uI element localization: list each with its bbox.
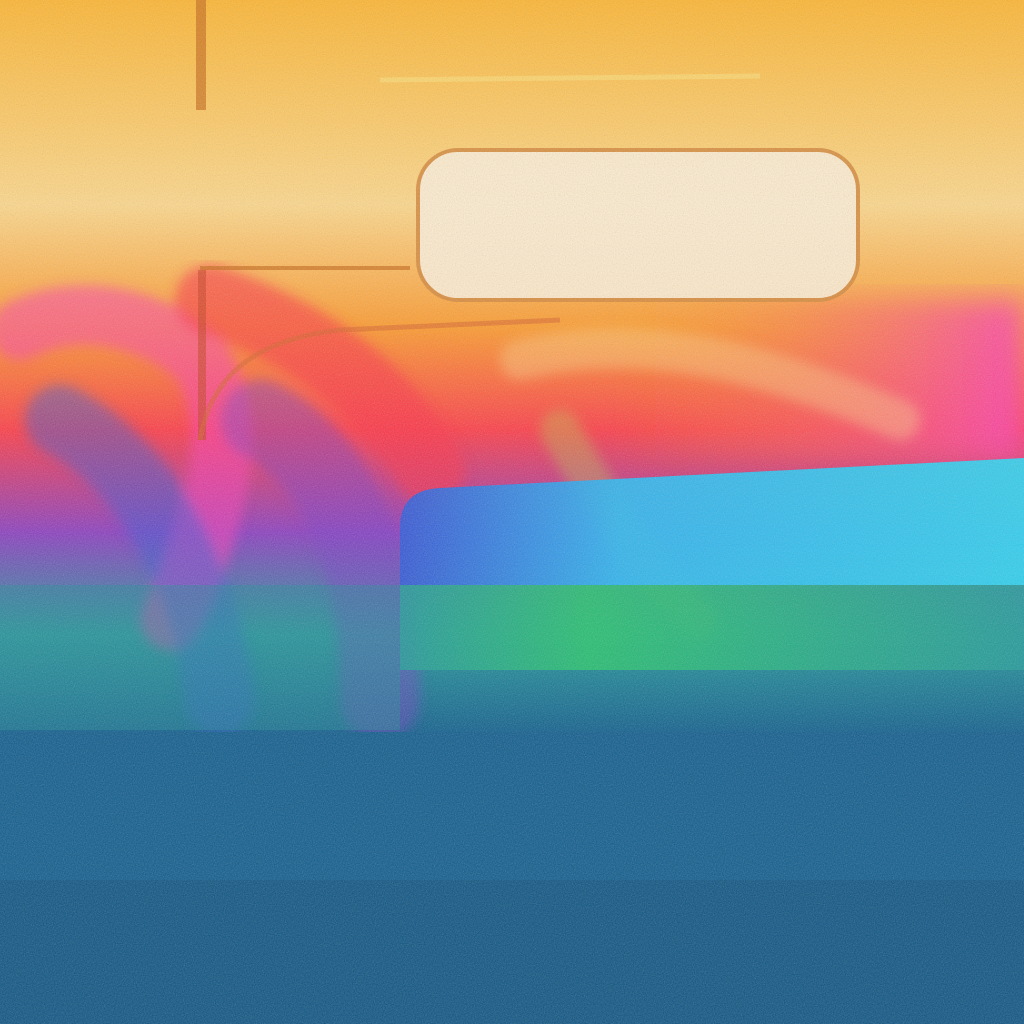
grain-overlay	[0, 0, 1024, 1024]
artwork-canvas	[0, 0, 1024, 1024]
abstract-artwork	[0, 0, 1024, 1024]
